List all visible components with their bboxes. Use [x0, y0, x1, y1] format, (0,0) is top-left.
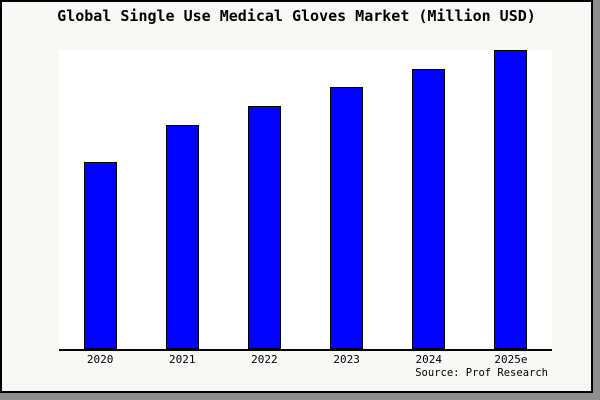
bar-2025e — [494, 50, 528, 349]
bar-2024 — [412, 69, 446, 349]
x-tick-label-2024: 2024 — [415, 353, 443, 366]
bar-2023 — [330, 87, 364, 349]
x-tick-label-2023: 2023 — [333, 353, 360, 366]
bar-2020 — [83, 162, 117, 349]
source-credit: Source: Prof Research — [415, 367, 548, 379]
chart-title: Global Single Use Medical Gloves Market … — [57, 7, 536, 25]
bar-2021 — [165, 125, 199, 349]
x-tick-label-2022: 2022 — [251, 353, 278, 366]
x-tick-label-2020: 2020 — [86, 353, 114, 366]
chart-frame: Global Single Use Medical Gloves Market … — [0, 0, 593, 393]
x-tick-label-2021: 2021 — [169, 353, 196, 366]
bar-2022 — [247, 106, 281, 349]
x-tick-label-2025e: 2025e — [494, 353, 528, 366]
plot-area — [59, 50, 552, 351]
